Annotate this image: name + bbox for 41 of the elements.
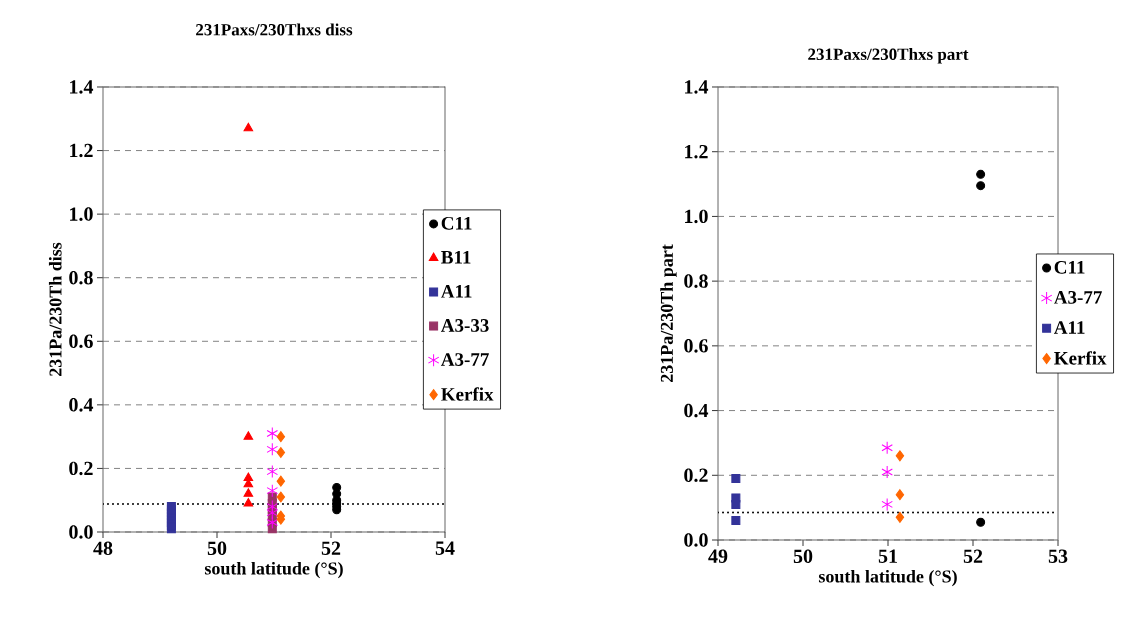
y-tick-label: 1.4 <box>70 80 94 94</box>
y-axis-title: 231Pa/230Th diss <box>48 242 62 377</box>
legend-label: A3-77 <box>440 353 489 366</box>
y-tick-label: 1.2 <box>685 144 708 159</box>
x-tick-label: 54 <box>435 541 455 555</box>
y-tick-label: 0.0 <box>69 525 93 539</box>
x-tick-label: 50 <box>207 541 227 556</box>
legend-label: Kerfix <box>1054 351 1107 365</box>
y-tick-label: 0.4 <box>684 403 709 418</box>
x-tick-label: 50 <box>793 549 813 564</box>
chart-title: 231Paxs/230Thxs diss <box>196 23 353 36</box>
y-tick-label: 1.2 <box>70 143 93 158</box>
x-tick-label: 51 <box>878 549 897 563</box>
x-tick-label: 49 <box>708 549 728 563</box>
x-tick-label: 53 <box>1048 549 1068 563</box>
x-tick-label: 52 <box>963 549 983 563</box>
y-tick-label: 0.4 <box>69 398 94 412</box>
y-tick-label: 1.4 <box>685 80 709 94</box>
y-tick-label: 0.2 <box>69 461 93 476</box>
legend-label: A11 <box>440 285 472 298</box>
y-tick-label: 0.0 <box>684 533 708 547</box>
legend-label: C11 <box>441 216 472 230</box>
legend-label: B11 <box>441 250 471 264</box>
chart-title: 231Paxs/230Thxs part <box>808 48 969 64</box>
y-tick-label: 1.0 <box>685 209 708 224</box>
y-tick-label: 0.6 <box>684 339 708 353</box>
legend-label: Kerfix <box>441 387 494 401</box>
legend-label: A3-33 <box>440 319 489 332</box>
legend-label: A3-77 <box>1053 291 1102 304</box>
y-axis-title: 231Pa/230Th part <box>660 244 677 382</box>
x-axis-title: south latitude (°S) <box>818 569 957 587</box>
y-tick-label: 0.8 <box>684 274 708 288</box>
x-tick-label: 52 <box>321 541 341 555</box>
y-tick-label: 0.8 <box>69 270 93 285</box>
y-tick-label: 0.6 <box>69 334 93 349</box>
legend-label: C11 <box>1054 260 1085 274</box>
x-axis-title: south latitude (°S) <box>204 561 343 579</box>
y-tick-label: 0.2 <box>684 468 708 483</box>
legend-label: A11 <box>1053 321 1085 334</box>
y-tick-label: 1.0 <box>70 207 93 221</box>
x-tick-label: 48 <box>93 541 113 556</box>
